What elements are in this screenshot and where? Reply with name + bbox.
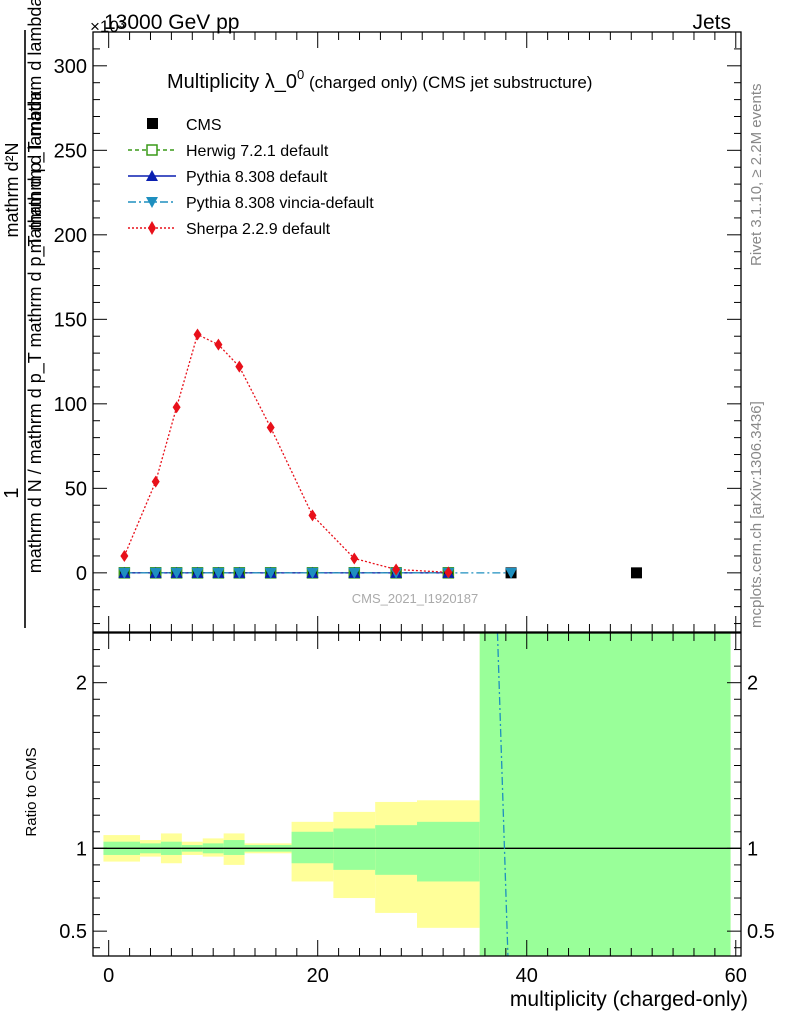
ratio-band-green-10 (417, 821, 480, 882)
main-ytick-label-2: 100 (54, 394, 87, 416)
legend-label-sherpa: Sherpa 2.2.9 default (186, 221, 331, 238)
xtick-label-3: 60 (725, 965, 747, 987)
ylabel-denominator: mathrm d N / mathrm d p_T mathrm d p_T m… (25, 90, 46, 573)
marker-sherpa-10 (444, 566, 453, 579)
marker-sherpa-3 (193, 328, 202, 341)
ylabel-den2: mathrm d p_T mathrm d lambda (25, 0, 46, 253)
ylabel-numerator: 1 (1, 487, 23, 498)
xtick-label-0: 0 (103, 965, 114, 987)
main-ytick-label-0: 0 (76, 563, 87, 585)
ratio-ytick-label-0: 0.5 (59, 921, 87, 943)
title-suffix: (charged only) (CMS jet substructure) (304, 73, 592, 92)
marker-vincia-11 (505, 567, 518, 579)
marker-vincia-0 (118, 567, 131, 579)
main-ytick-label-1: 50 (65, 478, 87, 500)
ratio-ytick-label-2: 2 (76, 673, 87, 695)
series-line-sherpa (123, 333, 449, 573)
legend-label-vincia: Pythia 8.308 vincia-default (186, 195, 374, 212)
marker-sherpa-1 (151, 475, 160, 488)
process-label: Jets (692, 11, 731, 34)
ratio-ytick-label-right-1: 1 (747, 838, 758, 860)
marker-sherpa-6 (266, 421, 275, 434)
ratio-band-green-7 (291, 831, 334, 864)
ratio-ytick-label-1: 1 (76, 838, 87, 860)
legend: CMS Herwig 7.2.1 default Pythia 8.308 de… (128, 117, 374, 238)
xlabel: multiplicity (charged-only) (510, 988, 748, 1011)
main-ytick-label-4: 200 (54, 225, 87, 247)
marker-sherpa-9 (392, 563, 401, 576)
ratio-ytick-label-right-0: 0.5 (747, 921, 775, 943)
main-ytick-label-3: 150 (54, 309, 87, 331)
title-sup: 0 (297, 67, 304, 82)
marker-vincia-6 (264, 567, 277, 579)
legend-marker-vincia (146, 197, 158, 208)
marker-vincia-1 (149, 567, 162, 579)
legend-marker-pythia (146, 170, 158, 181)
main-series (118, 328, 642, 579)
ratio-band-green-8 (333, 828, 376, 870)
marker-sherpa-8 (350, 552, 359, 565)
marker-cms-12 (630, 567, 642, 579)
marker-sherpa-7 (308, 509, 317, 522)
ratio-uncertainty-bands (103, 633, 731, 956)
exponent-label: ×10³ (90, 17, 125, 36)
xtick-label-1: 20 (307, 965, 329, 987)
ratio-band-green-9 (375, 825, 417, 875)
marker-sherpa-2 (172, 401, 181, 414)
marker-sherpa-5 (235, 360, 244, 373)
rivet-version: Rivet 3.1.10, ≥ 2.2M events (748, 84, 765, 267)
ratio-band-green-5 (223, 840, 245, 855)
marker-vincia-8 (348, 567, 361, 579)
ylabel-num2: mathrm d²N (2, 142, 22, 237)
marker-vincia-7 (306, 567, 319, 579)
analysis-watermark: CMS_2021_I1920187 (352, 591, 479, 606)
ratio-ylabel: Ratio to CMS (23, 747, 40, 836)
ratio-band-green-11 (479, 633, 731, 956)
marker-vincia-3 (191, 567, 204, 579)
title-main: Multiplicity λ_0 (167, 71, 297, 93)
marker-vincia-2 (170, 567, 183, 579)
legend-label-pythia: Pythia 8.308 default (186, 169, 328, 186)
xtick-label-2: 40 (516, 965, 538, 987)
energy-label: 13000 GeV pp (104, 11, 239, 34)
legend-marker-cms (147, 118, 158, 129)
marker-vincia-4 (212, 567, 225, 579)
marker-sherpa-4 (214, 338, 223, 351)
main-ytick-label-5: 250 (54, 140, 87, 162)
ratio-ytick-label-right-2: 2 (747, 673, 758, 695)
chart-title: Multiplicity λ_00 (charged only) (CMS je… (167, 67, 592, 93)
main-ytick-label-6: 300 (54, 56, 87, 78)
main-frame (92, 31, 742, 633)
legend-marker-sherpa (148, 221, 156, 235)
ratio-line-vincia (496, 632, 509, 957)
legend-label-herwig: Herwig 7.2.1 default (186, 143, 329, 160)
marker-vincia-5 (233, 567, 246, 579)
mcplots-credit: mcplots.cern.ch [arXiv:1306.3436] (748, 401, 765, 628)
ratio-frame (92, 632, 742, 957)
legend-marker-herwig (146, 144, 158, 156)
ratio-lines (93, 632, 741, 957)
legend-label-cms: CMS (186, 117, 222, 134)
marker-sherpa-0 (120, 549, 129, 562)
